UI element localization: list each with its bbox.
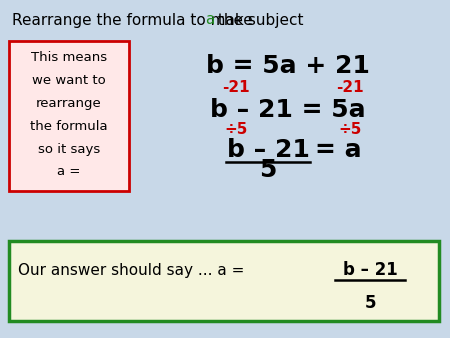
Text: b – 21: b – 21 (342, 261, 397, 279)
Text: -21: -21 (336, 80, 364, 96)
Text: a =: a = (57, 165, 81, 178)
Text: b – 21 = 5a: b – 21 = 5a (210, 98, 366, 122)
Text: b = 5a + 21: b = 5a + 21 (206, 54, 370, 78)
Text: ÷5: ÷5 (338, 122, 362, 138)
Text: Our answer should say ... a =: Our answer should say ... a = (18, 263, 249, 277)
Text: 5: 5 (259, 158, 277, 182)
FancyBboxPatch shape (9, 41, 129, 191)
Text: so it says: so it says (38, 143, 100, 155)
Text: Rearrange the formula to make: Rearrange the formula to make (12, 13, 257, 27)
Text: b – 21: b – 21 (226, 138, 310, 162)
Text: 5: 5 (364, 294, 376, 312)
Text: = a: = a (315, 138, 361, 162)
Text: we want to: we want to (32, 74, 106, 87)
Text: ÷5: ÷5 (224, 122, 248, 138)
Text: the formula: the formula (30, 120, 108, 133)
Text: -21: -21 (222, 80, 250, 96)
FancyBboxPatch shape (9, 241, 439, 321)
Text: a: a (205, 13, 214, 27)
Text: the subject: the subject (213, 13, 303, 27)
Text: rearrange: rearrange (36, 97, 102, 110)
Text: This means: This means (31, 51, 107, 65)
